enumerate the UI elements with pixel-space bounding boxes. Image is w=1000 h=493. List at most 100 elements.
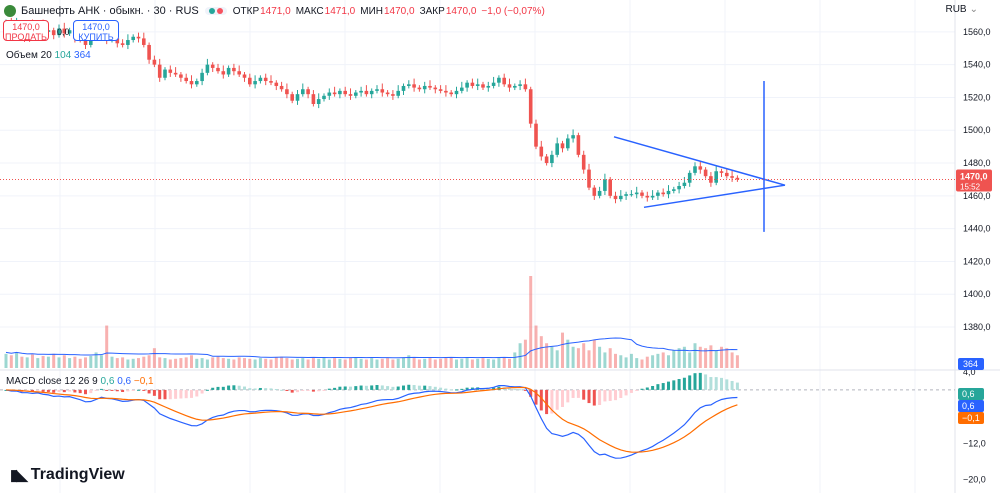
- macd-hist-bar: [444, 388, 448, 390]
- candle-body: [444, 90, 448, 93]
- candle-body: [698, 166, 703, 170]
- macd-hist-bar: [709, 377, 713, 390]
- macd-hist-bar: [682, 377, 686, 390]
- volume-bar: [137, 358, 140, 368]
- macd-hist-bar: [62, 389, 66, 393]
- candle-body: [226, 67, 231, 75]
- macd-hist-bar: [486, 388, 490, 390]
- symbol-title[interactable]: Башнефть АНК · обыкн. · 30 · RUS: [21, 5, 199, 17]
- volume-bar: [592, 339, 596, 368]
- volume-bar: [211, 357, 215, 368]
- volume-bar: [317, 358, 321, 368]
- candle-body: [725, 172, 729, 177]
- macd-hist-bar: [306, 389, 310, 391]
- macd-hist-bar: [322, 389, 326, 391]
- candle-body: [528, 89, 533, 124]
- volume-bar: [481, 358, 485, 368]
- volume-bar: [667, 355, 670, 368]
- macd-hist-bar: [391, 386, 395, 390]
- volume-bar: [470, 359, 474, 368]
- triangle-lower-line: [643, 184, 786, 209]
- candle-body: [147, 44, 151, 60]
- candle-body: [412, 84, 416, 88]
- candle-body: [714, 171, 718, 183]
- volume-series: [4, 276, 739, 368]
- macd-value-label: 0,6: [962, 389, 975, 399]
- macd-hist-bar: [587, 389, 591, 404]
- volume-bar: [25, 357, 29, 368]
- candle-body: [253, 81, 257, 85]
- macd-hist-bar: [693, 373, 697, 390]
- candle-body: [475, 84, 480, 86]
- candle-body: [274, 82, 279, 86]
- candle-body: [396, 90, 400, 96]
- volume-bar: [407, 355, 411, 368]
- countdown-label: 15:52: [960, 182, 981, 191]
- macd-hist-bar: [629, 389, 633, 393]
- macd-hist-bar: [253, 388, 257, 390]
- macd-hist-bar: [523, 389, 527, 391]
- volume-bar: [131, 358, 135, 368]
- volume-bar: [555, 350, 559, 368]
- volume-bar: [253, 359, 257, 368]
- macd-hist-bar: [205, 389, 209, 391]
- volume-bar: [688, 352, 692, 368]
- tradingview-logo[interactable]: ▮◣ TradingView: [10, 466, 125, 484]
- macd-hist-bar: [264, 388, 268, 390]
- volume-bar: [704, 348, 708, 368]
- candle-body: [735, 177, 740, 180]
- sell-button[interactable]: 1470,0 ПРОДАТЬ: [3, 20, 49, 42]
- triangle-upper-line: [613, 136, 786, 186]
- candle-body: [348, 94, 353, 96]
- macd-hist-bar: [174, 389, 178, 399]
- volume-bar: [682, 346, 686, 368]
- macd-hist-bar: [78, 389, 82, 394]
- currency-select[interactable]: RUB: [945, 4, 978, 15]
- candle-body: [152, 59, 157, 65]
- volume-bar: [301, 358, 305, 368]
- candle-body: [613, 195, 618, 200]
- candle-series: [4, 17, 740, 204]
- candle-body: [672, 189, 676, 191]
- volume-bar: [84, 357, 87, 368]
- volume-legend[interactable]: Объем 20 104 364: [6, 50, 91, 61]
- macd-hist-bar: [619, 389, 623, 398]
- candle-body: [168, 69, 173, 73]
- volume-bar: [4, 353, 8, 368]
- macd-hist-bar: [645, 387, 649, 390]
- volume-legend-v1: 104: [54, 50, 72, 61]
- volume-bar: [322, 357, 326, 368]
- macd-legend[interactable]: MACD close 12 26 9 0,6 0,6 −0,1: [6, 376, 154, 387]
- change-value: −1,0 (−0,07%): [481, 5, 545, 17]
- macd-hist-bar: [200, 389, 204, 394]
- macd-hist-bar: [46, 389, 50, 392]
- candle-body: [216, 67, 220, 72]
- volume-bar: [518, 343, 522, 368]
- volume-bar: [232, 359, 236, 368]
- price-tick-label: 1420,0: [963, 256, 991, 266]
- candle-body: [401, 85, 406, 91]
- sell-price: 1470,0: [12, 22, 40, 32]
- status-dots[interactable]: [204, 7, 227, 15]
- candle-body: [359, 90, 363, 93]
- volume-bar: [460, 358, 464, 368]
- macd-hist-bar: [232, 385, 236, 390]
- macd-hist-bar: [280, 389, 284, 391]
- signal-line: [5, 386, 738, 453]
- macd-tick-label: −20,0: [963, 475, 986, 485]
- volume-bar: [126, 359, 130, 368]
- buy-button[interactable]: 1470,0 КУПИТЬ: [73, 20, 119, 42]
- macd-tick-label: −12,0: [963, 439, 986, 449]
- macd-hist-bar: [582, 389, 586, 400]
- volume-bar: [629, 353, 633, 368]
- candle-body: [730, 176, 734, 178]
- macd-hist-bar: [184, 389, 188, 399]
- volume-bar: [635, 358, 639, 368]
- volume-bar: [110, 356, 114, 368]
- volume-bar: [714, 350, 718, 368]
- macd-hist-bar: [354, 386, 358, 390]
- candle-body: [173, 72, 178, 75]
- volume-bar: [338, 358, 342, 368]
